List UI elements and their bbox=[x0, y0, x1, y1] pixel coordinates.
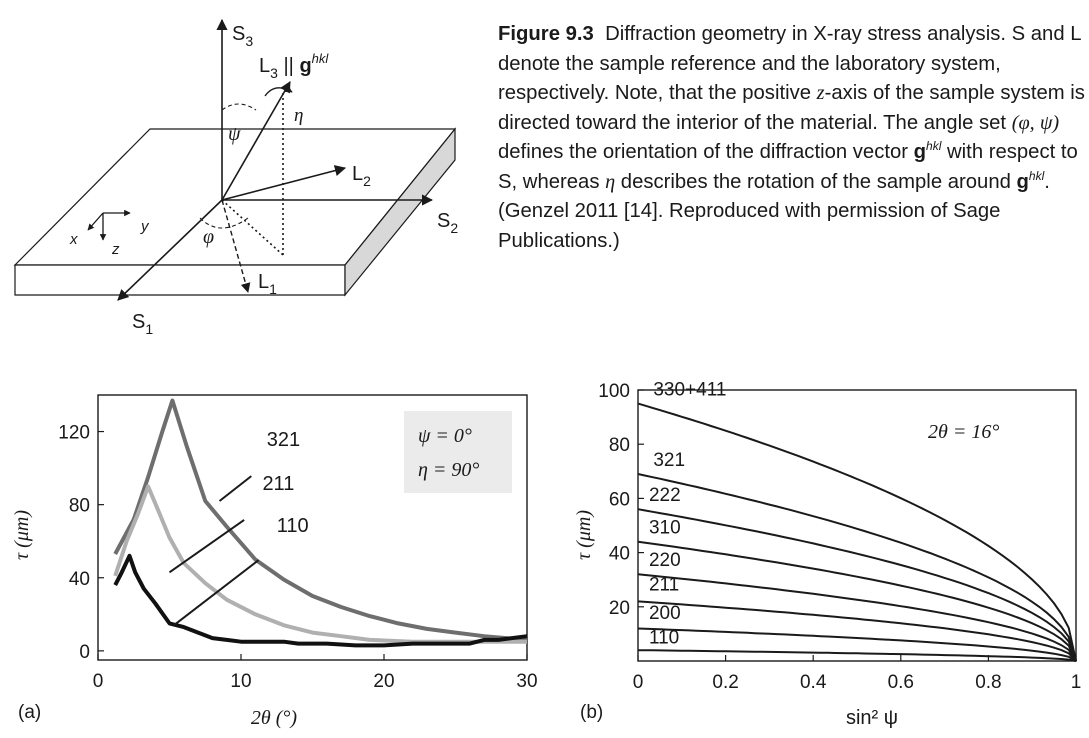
sample-plate bbox=[13, 127, 457, 297]
angle-arcs bbox=[199, 103, 257, 229]
label-l1: L1 bbox=[258, 271, 277, 297]
label-s3: S3 bbox=[232, 23, 253, 49]
x-tick-label: 0 bbox=[93, 671, 104, 692]
series-110 bbox=[637, 649, 1077, 662]
leader-line-321 bbox=[218, 475, 252, 502]
y-tick-label: 120 bbox=[58, 423, 90, 444]
label-z: z bbox=[111, 241, 120, 258]
x-tick-label: 30 bbox=[516, 671, 537, 692]
chart-b-penetration-depth-vs-sin2psi: 330+411 321 222 310 220 211 200 110 0 0.2 0.4 0.6 0… bbox=[573, 380, 1082, 729]
plot-frame bbox=[637, 389, 1077, 662]
chart-b-xlabel: sin² ψ bbox=[846, 707, 898, 729]
projection-lines bbox=[221, 93, 284, 256]
label-y: y bbox=[140, 218, 150, 235]
label-s2: S2 bbox=[437, 210, 458, 236]
y-tick-label: 40 bbox=[69, 569, 90, 590]
sample-xyz-axes bbox=[87, 209, 131, 241]
curve-label-220: 220 bbox=[649, 550, 681, 571]
x-tick-label: 1 bbox=[1071, 672, 1082, 693]
series-110 bbox=[113, 553, 528, 648]
x-tick-label: 0.2 bbox=[712, 672, 738, 693]
series-321 bbox=[113, 398, 528, 642]
x-tick-label: 20 bbox=[373, 671, 394, 692]
series-330+411 bbox=[637, 402, 1077, 662]
label-eta: η bbox=[294, 105, 303, 126]
curve-label-222: 222 bbox=[649, 485, 681, 506]
series-200 bbox=[637, 627, 1077, 662]
x-tick-label: 0.8 bbox=[975, 672, 1001, 693]
x-tick-label: 10 bbox=[230, 671, 251, 692]
series-321 bbox=[637, 473, 1077, 662]
curve-label-110: 110 bbox=[649, 627, 679, 648]
chart-a-xlabel: 2θ (°) bbox=[251, 707, 297, 729]
curve-label-211: 211 bbox=[262, 473, 294, 495]
leader-line-211 bbox=[168, 519, 245, 574]
y-tick-label: 80 bbox=[69, 496, 90, 517]
label-l3: L3 || ghkl bbox=[259, 51, 329, 81]
label-psi: ψ bbox=[228, 123, 241, 145]
x-tick-label: 0 bbox=[633, 672, 644, 693]
y-tick-label: 60 bbox=[609, 489, 630, 510]
figure-label: Figure 9.3 bbox=[498, 23, 594, 45]
leader-line-110 bbox=[173, 559, 260, 627]
legend-box bbox=[404, 411, 512, 493]
series-222 bbox=[637, 508, 1077, 662]
y-tick-label: 40 bbox=[609, 544, 630, 565]
chart-b-ylabel: τ (μm) bbox=[573, 510, 595, 560]
panel-b-label: (b) bbox=[580, 702, 603, 723]
series-211 bbox=[637, 600, 1077, 662]
chart-a-penetration-depth-vs-2theta: 321 211 110 0 10 20 30 0 40 80 120 ψ = 0° η = 90°… bbox=[11, 394, 538, 729]
legend-eta: η = 90° bbox=[418, 459, 479, 481]
curve-label-310: 310 bbox=[649, 518, 681, 539]
l3-vector bbox=[221, 81, 291, 201]
figure-caption: Figure 9.3 Diffraction geometry in X-ray… bbox=[498, 23, 1085, 252]
label-l2: L2 bbox=[352, 163, 371, 189]
label-phi: φ bbox=[203, 226, 214, 248]
y-tick-label: 80 bbox=[609, 435, 630, 456]
chart-a-ylabel: τ (μm) bbox=[11, 510, 33, 560]
l2-vector bbox=[221, 165, 347, 201]
y-tick-label: 20 bbox=[609, 598, 630, 619]
x-tick-label: 0.4 bbox=[800, 672, 827, 693]
y-tick-label: 100 bbox=[598, 381, 630, 402]
label-x: x bbox=[69, 231, 78, 248]
label-s1: S1 bbox=[132, 311, 153, 337]
eta-arc bbox=[264, 85, 293, 97]
curve-label-321: 321 bbox=[267, 429, 300, 451]
x-tick-label: 0.6 bbox=[888, 672, 914, 693]
legend-psi: ψ = 0° bbox=[418, 425, 472, 447]
curve-label-321: 321 bbox=[653, 450, 685, 471]
series-220 bbox=[637, 573, 1077, 662]
series-211 bbox=[113, 484, 527, 644]
y-tick-label: 0 bbox=[79, 642, 90, 663]
curve-label-200: 200 bbox=[649, 603, 681, 624]
series-310 bbox=[637, 540, 1077, 662]
s1-axis bbox=[117, 199, 223, 301]
diffraction-geometry-diagram: S3 L3 || ghkl η ψ L2 S2 φ L1 S1 x y z bbox=[13, 18, 458, 337]
curve-label-110: 110 bbox=[277, 515, 309, 537]
curve-label-211: 211 bbox=[649, 575, 679, 596]
curve-label-330+411: 330+411 bbox=[653, 380, 726, 400]
panel-a-label: (a) bbox=[18, 702, 41, 723]
chart-b-annotation: 2θ = 16° bbox=[928, 421, 999, 443]
plot-frame bbox=[97, 394, 528, 661]
